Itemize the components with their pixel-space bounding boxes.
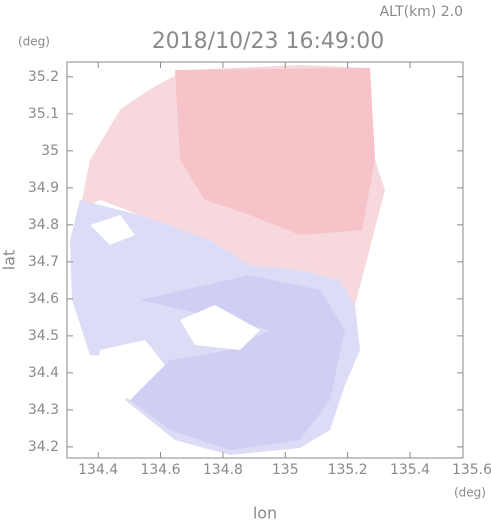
y-tick-label: 34.8	[28, 217, 59, 233]
x-tick-label: 135.6	[452, 462, 491, 478]
x-tick-label: 134.4	[78, 462, 118, 478]
y-unit: (deg)	[18, 35, 50, 49]
y-tick-label: 34.6	[28, 291, 59, 307]
y-tick-label: 34.5	[28, 328, 59, 344]
y-tick-label: 35.1	[28, 106, 59, 122]
altitude-label: ALT(km) 2.0	[380, 4, 463, 20]
y-tick-label: 34.3	[28, 402, 59, 418]
y-tick-label: 34.9	[28, 180, 59, 196]
x-tick-label: 135.4	[390, 462, 430, 478]
x-tick-label: 135	[272, 462, 299, 478]
y-tick-label: 34.7	[28, 254, 59, 270]
plot-frame	[66, 61, 464, 459]
x-tick-label: 134.6	[140, 462, 180, 478]
chart-title: 2018/10/23 16:49:00	[152, 29, 385, 54]
x-axis-label: lon	[253, 504, 277, 522]
y-tick-label: 34.2	[28, 439, 59, 455]
y-tick-label: 35	[41, 143, 59, 159]
x-unit: (deg)	[454, 486, 486, 500]
y-tick-label: 35.2	[28, 69, 59, 85]
y-tick-label: 34.4	[28, 365, 59, 381]
x-tick-label: 135.2	[328, 462, 368, 478]
velocity-field	[70, 65, 385, 455]
y-axis-label: lat	[0, 250, 19, 271]
x-tick-label: 134.8	[203, 462, 243, 478]
